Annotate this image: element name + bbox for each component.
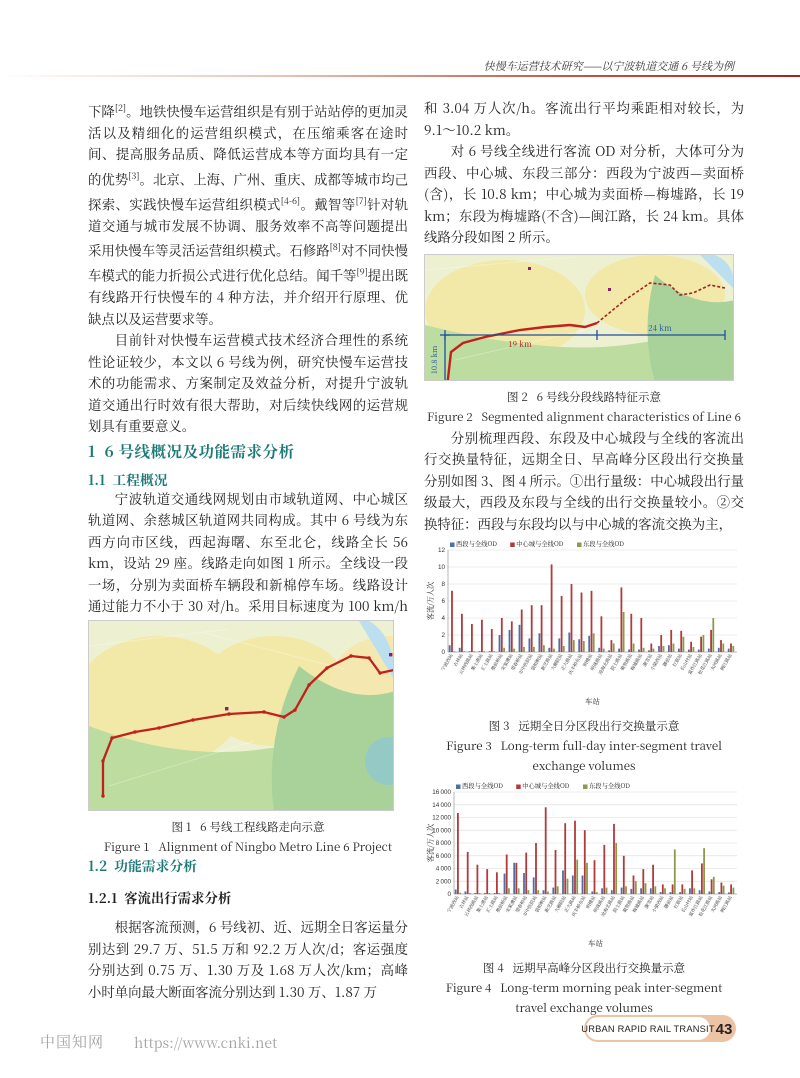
svg-text:2 000: 2 000 [436,879,452,886]
svg-text:24 km: 24 km [648,323,672,334]
svg-text:车站: 车站 [585,696,600,707]
svg-text:14 000: 14 000 [432,802,451,809]
svg-text:8 000: 8 000 [436,840,452,847]
svg-text:8: 8 [441,581,445,588]
svg-text:10: 10 [438,564,446,571]
svg-text:西段与全线OD: 西段与全线OD [462,782,503,790]
svg-text:19 km: 19 km [508,339,532,350]
svg-text:客流/万人次: 客流/万人次 [426,824,436,862]
svg-text:12: 12 [438,547,446,554]
svg-text:2: 2 [441,632,445,639]
svg-text:4 000: 4 000 [436,866,452,873]
svg-text:6 000: 6 000 [436,853,452,860]
svg-text:16 000: 16 000 [432,789,451,796]
svg-text:4: 4 [441,615,445,622]
svg-text:东段与全线OD: 东段与全线OD [589,782,630,790]
svg-text:中心城与全线OD: 中心城与全线OD [522,782,569,790]
svg-text:12 000: 12 000 [432,815,451,822]
svg-text:6: 6 [441,598,445,605]
svg-text:东段与全线OD: 东段与全线OD [583,540,624,548]
svg-text:车站: 车站 [588,938,603,949]
svg-text:西段与全线OD: 西段与全线OD [456,540,497,548]
svg-text:客流/万人次: 客流/万人次 [426,582,436,620]
svg-text:0: 0 [447,891,451,898]
svg-text:0: 0 [441,649,445,656]
svg-text:中心城与全线OD: 中心城与全线OD [516,540,563,548]
svg-text:10.8 km: 10.8 km [429,345,440,374]
